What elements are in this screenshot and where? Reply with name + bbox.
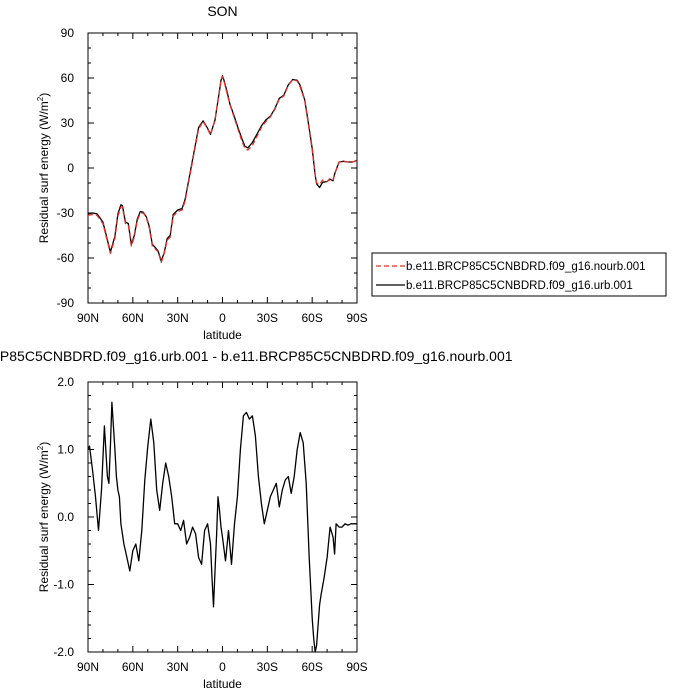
top-series-line-0 bbox=[87, 75, 358, 264]
bottom-y-axis-label-sup: 2 bbox=[36, 445, 45, 450]
top-plot-title: SON bbox=[207, 3, 237, 19]
top-y-tick-label: 0 bbox=[67, 161, 74, 175]
top-x-tick-label: 30N bbox=[167, 311, 189, 325]
legend-label-1: b.e11.BRCP85C5CNBDRD.f09_g16.urb.001 bbox=[406, 280, 633, 292]
bottom-x-tick-label: 60N bbox=[122, 660, 144, 674]
bottom-x-axis-label: latitude bbox=[203, 677, 242, 691]
bottom-y-tick-label: -1.0 bbox=[53, 578, 74, 592]
top-y-tick-label: 30 bbox=[61, 116, 75, 130]
bottom-y-tick-label: 0.0 bbox=[57, 510, 74, 524]
bottom-plot-title: b.e11.BRCP85C5CNBDRD.f09_g16.urb.001 - b… bbox=[0, 348, 513, 364]
bottom-y-axis-label-text: Residual surf energy (W/m bbox=[37, 450, 51, 592]
top-y-axis-label-sup: 2 bbox=[36, 96, 45, 101]
top-y-tick-label: -60 bbox=[57, 251, 75, 265]
top-plot: 90N 60N 30N 0 30S 60S 90S 90 60 30 0 -30 -60 -90 latit… bbox=[36, 3, 667, 342]
top-x-tick-label: 90N bbox=[77, 311, 99, 325]
bottom-y-axis-label: Residual surf energy (W/m2) bbox=[36, 442, 51, 593]
bottom-y-tick-label: 1.0 bbox=[57, 443, 74, 457]
top-x-tick-label: 90S bbox=[346, 311, 367, 325]
bottom-y-tick-label: 2.0 bbox=[57, 375, 74, 389]
bottom-x-tick-label: 60S bbox=[301, 660, 322, 674]
top-y-axis-label-close: ) bbox=[37, 93, 51, 97]
top-y-tick-label: 90 bbox=[61, 26, 75, 40]
top-y-tick-label: 60 bbox=[61, 71, 75, 85]
top-x-axis-label: latitude bbox=[203, 328, 242, 342]
top-x-tick-label: 30S bbox=[257, 311, 278, 325]
bottom-series-line-0 bbox=[87, 401, 357, 653]
top-x-tick-label: 0 bbox=[219, 311, 226, 325]
top-x-tick-label: 60S bbox=[301, 311, 322, 325]
top-x-tick-label: 60N bbox=[122, 311, 144, 325]
top-y-tick-label: -90 bbox=[57, 296, 75, 310]
bottom-x-tick-label: 30S bbox=[257, 660, 278, 674]
bottom-x-tick-label: 30N bbox=[167, 660, 189, 674]
legend-box bbox=[371, 252, 667, 297]
top-y-axis-label: Residual surf energy (W/m2) bbox=[36, 93, 51, 244]
bottom-plot: 90N 60N 30N 0 30S 60S 90S 2.0 1.0 0.0 -1.0 -2.0 lati… bbox=[0, 348, 513, 691]
bottom-x-tick-label: 0 bbox=[219, 660, 226, 674]
legend-label-0: b.e11.BRCP85C5CNBDRD.f09_g16.nourb.001 bbox=[406, 261, 646, 273]
top-y-axis-label-text: Residual surf energy (W/m bbox=[37, 101, 51, 243]
top-y-tick-label: -30 bbox=[57, 206, 75, 220]
bottom-y-axis-label-close: ) bbox=[37, 442, 51, 446]
bottom-y-tick-label: -2.0 bbox=[53, 645, 74, 659]
bottom-x-tick-label: 90N bbox=[77, 660, 99, 674]
bottom-x-tick-label: 90S bbox=[346, 660, 367, 674]
